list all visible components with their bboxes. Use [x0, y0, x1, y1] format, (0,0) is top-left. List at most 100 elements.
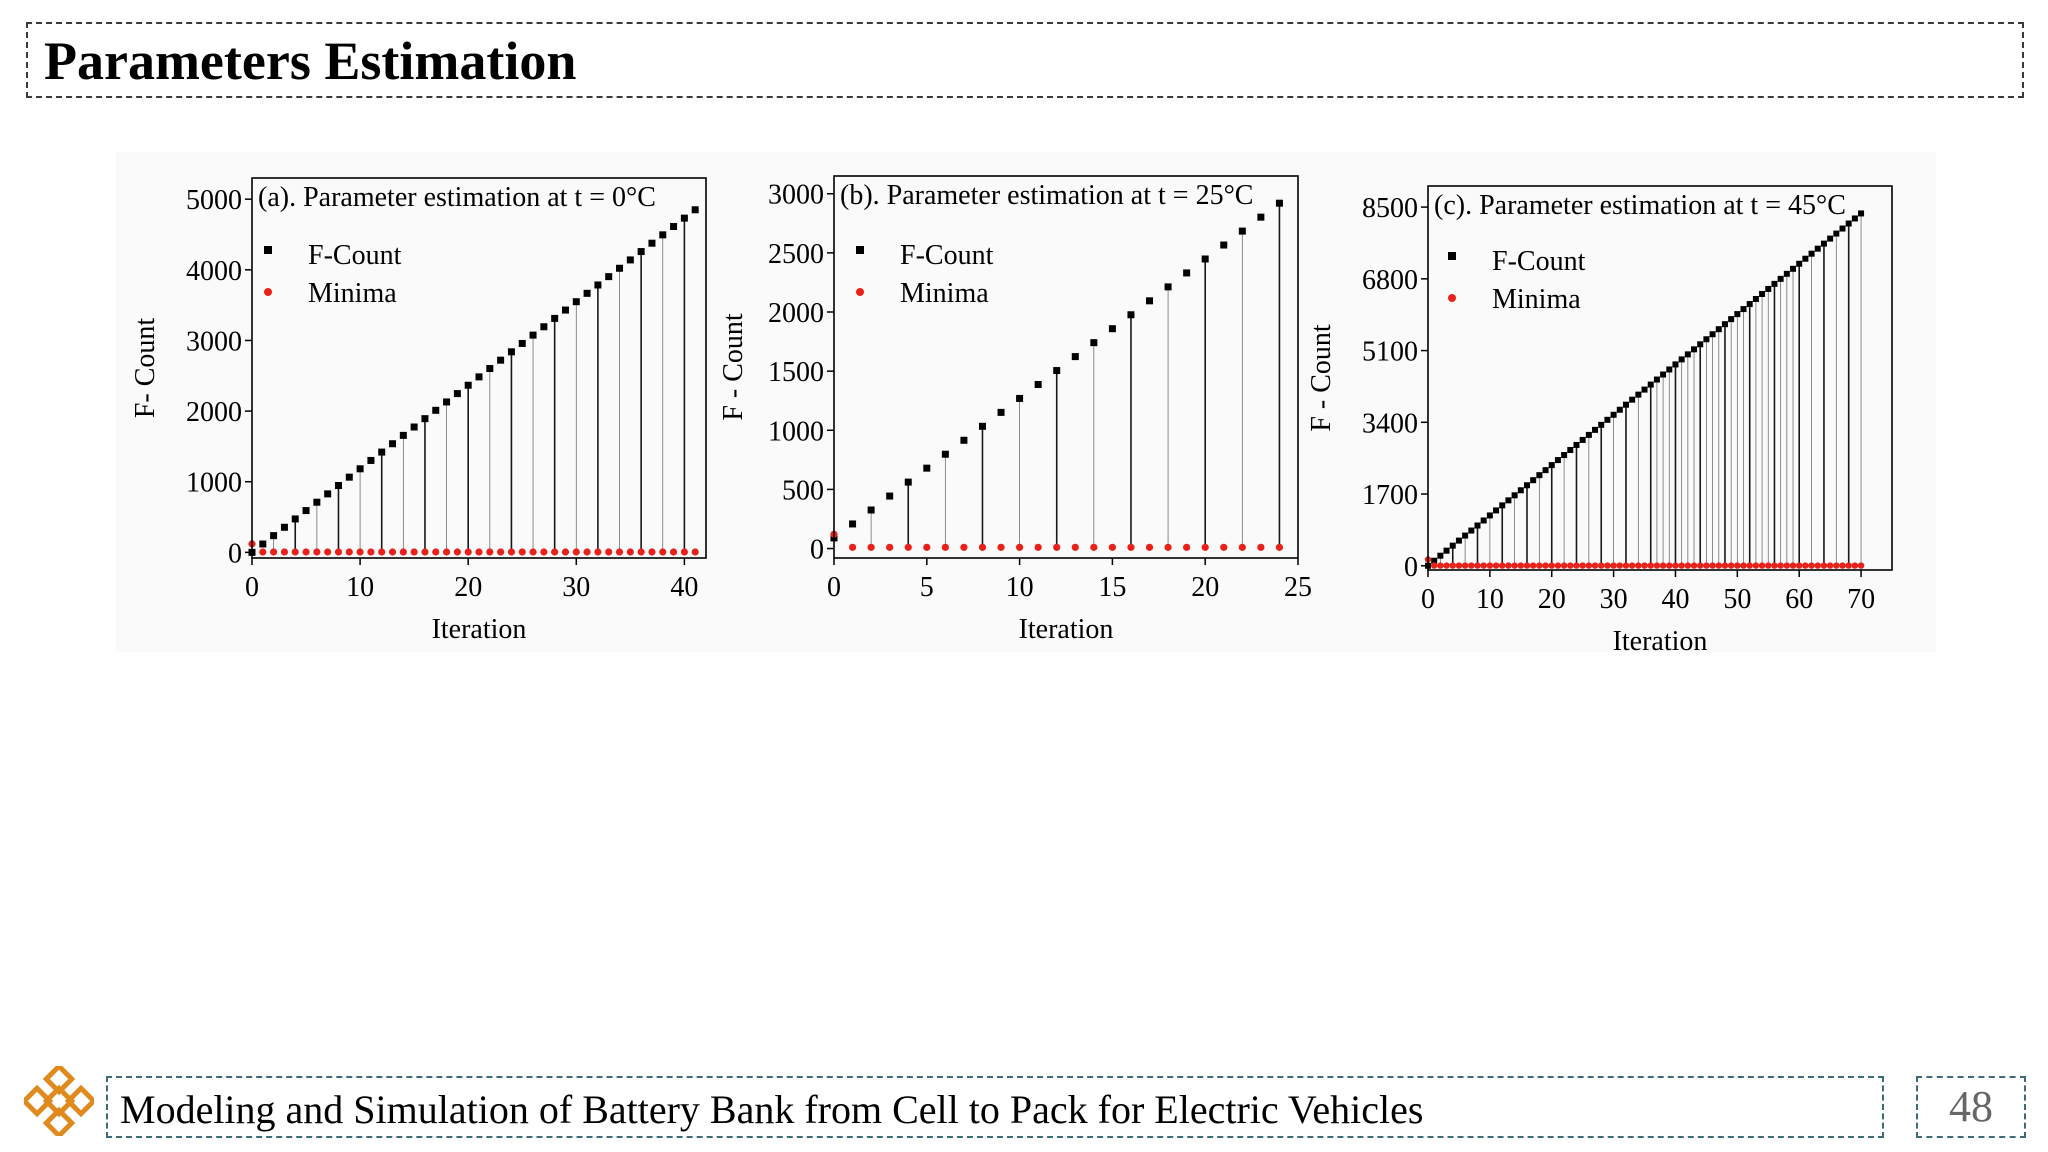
minima-point [421, 548, 429, 556]
minima-point [529, 548, 537, 556]
y-axis-label: F- Count [130, 318, 161, 419]
fcount-point [1622, 401, 1629, 408]
fcount-point [1697, 341, 1704, 348]
fcount-point [659, 231, 667, 239]
minima-point [960, 543, 968, 551]
minima-point [848, 543, 857, 551]
minima-point [497, 548, 505, 556]
x-tick-label: 30 [562, 572, 590, 603]
fcount-point [1071, 353, 1079, 361]
minima-point [1789, 562, 1797, 569]
minima-point [540, 548, 548, 556]
fcount-point [334, 482, 342, 490]
minima-point [1752, 562, 1760, 569]
minima-point [1437, 562, 1444, 569]
fcount-point [1146, 297, 1154, 305]
fcount-point [1691, 346, 1698, 353]
knot-logo-icon [24, 1066, 94, 1136]
fcount-point [291, 515, 299, 523]
minima-point [1591, 562, 1599, 569]
y-tick-label: 0 [810, 535, 824, 566]
fcount-point [356, 465, 364, 473]
fcount-point [1585, 431, 1592, 438]
x-tick-label: 20 [1191, 572, 1219, 603]
fcount-point [399, 431, 407, 439]
minima-point [378, 548, 386, 556]
fcount-point [1715, 326, 1722, 333]
legend-fcount-label: F-Count [1492, 246, 1586, 277]
minima-point [464, 548, 472, 556]
minima-point [551, 548, 559, 556]
plot-frame [833, 175, 1299, 559]
minima-point [367, 548, 375, 556]
legend-minima-marker [856, 288, 864, 296]
minima-point [1548, 562, 1555, 569]
plot-frame [251, 177, 707, 559]
minima-point [356, 548, 364, 556]
minima-point [1257, 543, 1265, 551]
fcount-point [1721, 321, 1728, 328]
fcount-point [680, 214, 688, 222]
fcount-point [1108, 325, 1116, 333]
y-tick-label: 2500 [768, 239, 824, 270]
minima-point [1183, 543, 1191, 551]
minima-point [1814, 562, 1821, 569]
fcount-point [486, 365, 494, 373]
minima-point [518, 548, 526, 556]
fcount-point [1090, 339, 1098, 347]
minima-point [1715, 562, 1722, 569]
minima-point [1820, 562, 1828, 569]
x-axis-label: Iteration [1019, 614, 1114, 645]
minima-point [1783, 562, 1791, 569]
y-tick-label: 5000 [186, 185, 242, 216]
minima-point [1455, 562, 1463, 569]
fcount-point [540, 323, 548, 331]
fcount-point [1839, 225, 1846, 232]
page-number: 48 [1949, 1082, 1993, 1131]
fcount-point [324, 490, 332, 498]
fcount-point [1034, 380, 1042, 388]
minima-point [1727, 562, 1735, 569]
fcount-point [443, 398, 451, 406]
minima-point [1090, 543, 1098, 551]
minima-point [1697, 562, 1704, 569]
legend-minima-marker [264, 288, 272, 296]
fcount-point [1517, 487, 1524, 494]
minima-point [1808, 562, 1815, 569]
fcount-point [1536, 472, 1543, 479]
fcount-point [1752, 295, 1759, 302]
fcount-point [1740, 306, 1747, 313]
minima-point [1839, 562, 1846, 569]
fcount-point [561, 306, 569, 314]
minima-point [1560, 562, 1568, 569]
fcount-point [1220, 241, 1228, 249]
minima-point [1616, 562, 1623, 569]
fcount-point [1474, 522, 1481, 529]
minima-point [867, 543, 875, 551]
fcount-point [1814, 245, 1821, 252]
legend-fcount-marker [264, 246, 272, 254]
fcount-point [1431, 557, 1438, 564]
y-tick-label: 2000 [186, 397, 242, 428]
page-title: Parameters Estimation [44, 31, 577, 91]
fcount-point [867, 506, 875, 514]
minima-point [313, 548, 321, 556]
minima-point [1127, 543, 1135, 551]
fcount-point [1808, 250, 1815, 257]
minima-point [1238, 543, 1246, 551]
fcount-point [1567, 447, 1574, 454]
fcount-point [1511, 492, 1518, 499]
x-tick-label: 40 [1661, 584, 1689, 615]
fcount-point [453, 390, 461, 398]
fcount-point [594, 281, 602, 289]
fcount-point [1653, 376, 1660, 383]
x-tick-label: 60 [1785, 584, 1813, 615]
minima-point [626, 548, 634, 556]
minima-point [486, 548, 494, 556]
x-tick-label: 0 [1421, 584, 1435, 615]
minima-point [1016, 543, 1024, 551]
minima-point [1542, 562, 1549, 569]
fcount-point [648, 239, 656, 247]
fcount-point [849, 520, 857, 528]
minima-point [1108, 543, 1116, 551]
